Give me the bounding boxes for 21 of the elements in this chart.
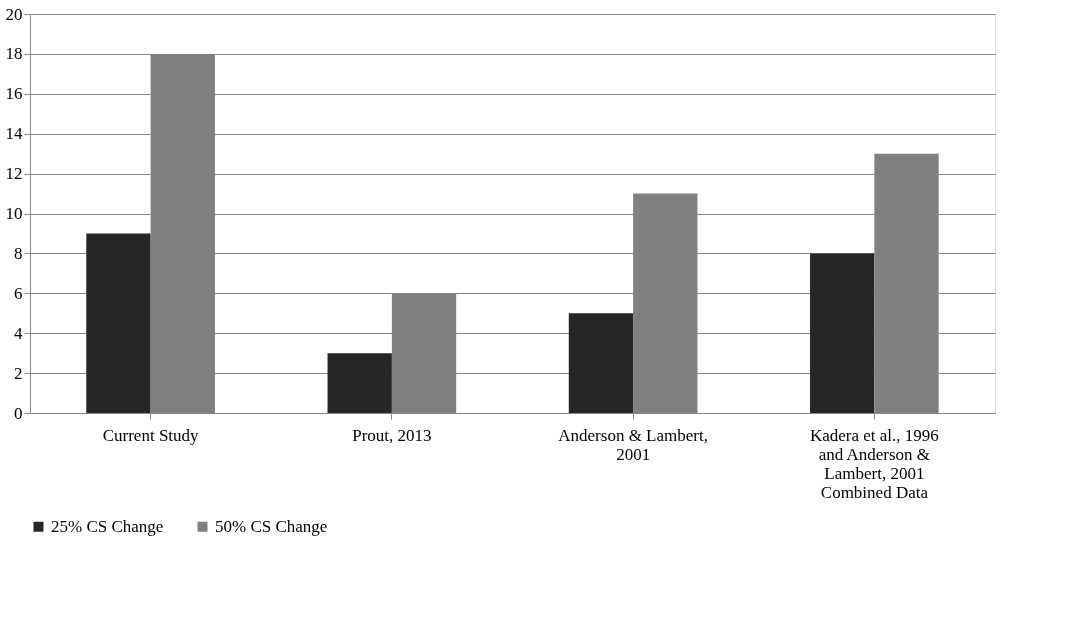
y-tick-label: 14 xyxy=(5,124,23,144)
bar xyxy=(568,313,634,413)
y-tick-label: 18 xyxy=(5,44,23,64)
y-tick-label: 16 xyxy=(5,84,23,104)
y-tick-label: 8 xyxy=(14,243,23,263)
y-tick-label: 0 xyxy=(14,403,23,423)
bar xyxy=(810,253,875,413)
y-tick-label: 10 xyxy=(5,204,23,223)
y-tick-label: 12 xyxy=(5,164,23,184)
bar xyxy=(86,233,151,413)
y-tick-label: 2 xyxy=(14,363,23,383)
y-tick-label: 4 xyxy=(14,323,23,343)
y-tick-label: 6 xyxy=(14,283,23,303)
legend-label: 25% CS Change xyxy=(51,516,164,536)
bar xyxy=(327,353,392,413)
legend-label: 50% CS Change xyxy=(215,516,328,536)
x-tick-label: Current Study xyxy=(102,425,200,445)
x-tick-label: Anderson & Lambert, 2001 xyxy=(558,425,708,464)
y-tick-label: 20 xyxy=(5,4,23,24)
x-tick-label: Prout, 2013 xyxy=(352,425,432,445)
x-tick-label: Kadera et al., 1996 and Anderson & Lambert, 2001 Combined Data xyxy=(809,425,939,502)
